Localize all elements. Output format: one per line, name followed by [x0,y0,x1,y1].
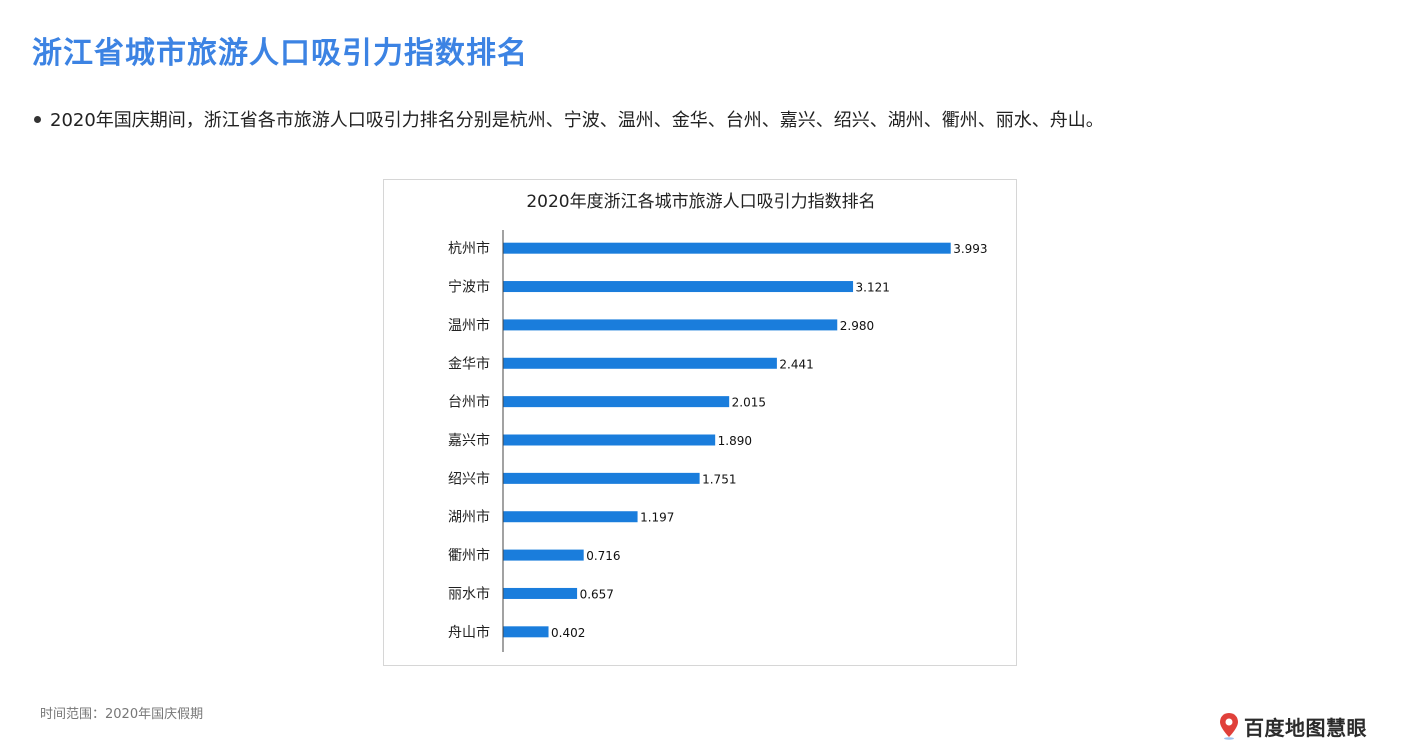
category-label: 舟山市 [448,624,490,641]
category-label: 宁波市 [448,279,490,296]
category-label: 湖州市 [448,509,490,526]
data-label: 2.441 [779,357,813,371]
bar [503,396,730,408]
map-pin-icon [1220,713,1238,740]
bar [503,357,777,369]
brand-name: 百度地图慧眼 [1244,715,1367,740]
bar [503,242,951,254]
data-label: 1.751 [702,472,736,486]
time-range-note: 时间范围：2020年国庆假期 [40,707,204,722]
data-label: 0.657 [580,587,614,601]
data-label: 1.197 [640,511,674,525]
category-label: 衢州市 [448,547,490,564]
category-label: 温州市 [448,317,490,334]
data-label: 0.716 [586,549,620,563]
bar [503,511,638,523]
category-label: 杭州市 [448,240,490,257]
chart-panel: 2020年度浙江各城市旅游人口吸引力指数排名杭州市 3.993 宁波市 3.121 温州… [383,179,1017,666]
category-label: 嘉兴市 [448,432,490,449]
category-label: 金华市 [448,355,490,372]
data-label: 1.890 [718,434,752,448]
summary-bullet: 2020年国庆期间，浙江省各市旅游人口吸引力排名分别是杭州、宁波、温州、金华、台… [34,106,1104,132]
bar [503,472,700,484]
bar [503,549,584,561]
data-label: 2.015 [732,396,766,410]
brand-logo: 百度地图慧眼 [1218,712,1367,740]
category-label: 绍兴市 [448,470,490,487]
page-title: 浙江省城市旅游人口吸引力指数排名 [32,36,528,71]
bar [503,434,716,446]
data-label: 2.980 [840,319,874,333]
data-label: 3.993 [953,242,987,256]
category-label: 台州市 [448,394,490,411]
data-label: 3.121 [856,281,890,295]
bullet-dot-icon [34,115,41,123]
summary-text: 2020年国庆期间，浙江省各市旅游人口吸引力排名分别是杭州、宁波、温州、金华、台… [50,110,1104,131]
data-label: 0.402 [551,626,585,640]
chart-title: 2020年度浙江各城市旅游人口吸引力指数排名 [526,192,875,212]
bar [503,587,578,599]
bar [503,319,838,331]
bar [503,626,549,638]
bar [503,281,854,293]
category-label: 丽水市 [448,585,490,602]
